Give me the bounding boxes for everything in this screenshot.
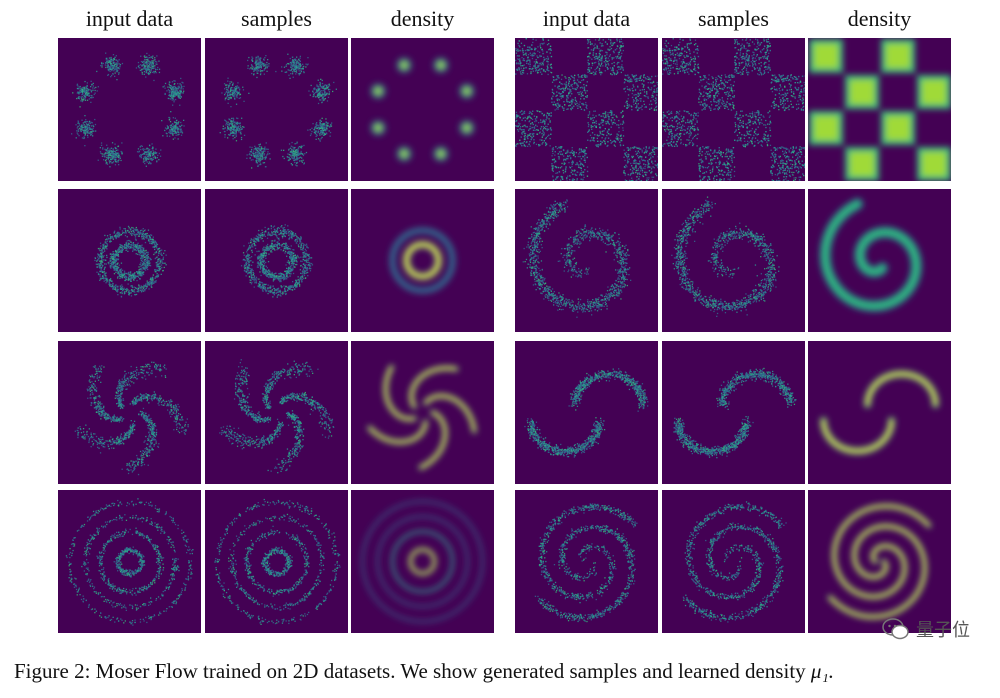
watermark-text: 量子位 <box>916 616 970 642</box>
plot-concentric-rings-samples <box>240 224 314 298</box>
plot-concentric-rings-input <box>94 225 167 298</box>
caption-text: Figure 2: Moser Flow trained on 2D datas… <box>14 659 811 683</box>
panel-moons-input <box>515 341 658 484</box>
header-left-samples: samples <box>205 4 348 34</box>
plot-pinwheel-input <box>74 361 189 476</box>
plot-double-spiral-samples <box>682 501 787 623</box>
panel-multi-rings-samples <box>205 490 348 633</box>
panel-double-spiral-input <box>515 490 658 633</box>
plot-concentric-rings-density <box>389 227 456 294</box>
panel-gaussian-ring-input <box>58 38 201 181</box>
panel-multi-rings-input <box>58 490 201 633</box>
panel-moons-density <box>808 341 951 484</box>
panel-multi-rings-density <box>351 490 494 633</box>
panel-checkerboard-density <box>808 38 951 181</box>
plot-multi-rings-input <box>65 498 194 626</box>
header-left-density: density <box>351 4 494 34</box>
plot-checkerboard-samples <box>662 38 805 181</box>
panel-pinwheel-density <box>351 341 494 484</box>
panel-checkerboard-samples <box>662 38 805 181</box>
panel-concentric-rings-input <box>58 189 201 332</box>
panel-moons-samples <box>662 341 805 484</box>
plot-double-spiral-density <box>827 503 932 620</box>
plot-spiral-input <box>522 199 632 318</box>
panel-spiral-input <box>515 189 658 332</box>
figure-caption: Figure 2: Moser Flow trained on 2D datas… <box>14 653 994 689</box>
panel-concentric-rings-density <box>351 189 494 332</box>
panel-checkerboard-input <box>515 38 658 181</box>
header-right-input: input data <box>515 4 658 34</box>
plot-moons-input <box>524 368 649 458</box>
plot-moons-density <box>820 370 939 455</box>
plot-moons-samples <box>673 367 797 459</box>
panel-concentric-rings-samples <box>205 189 348 332</box>
caption-equation: μ₁. <box>811 659 834 683</box>
panel-pinwheel-samples <box>205 341 348 484</box>
plot-pinwheel-density <box>367 364 477 470</box>
wechat-logo-icon <box>882 618 910 640</box>
header-left-input: input data <box>58 4 201 34</box>
plot-multi-rings-samples <box>214 498 341 625</box>
plot-pinwheel-samples <box>219 359 335 474</box>
panel-gaussian-ring-samples <box>205 38 348 181</box>
plot-checkerboard-input <box>515 38 658 181</box>
plot-gaussian-ring-samples <box>219 53 337 169</box>
plot-double-spiral-input <box>534 503 638 623</box>
plot-gaussian-ring-input <box>71 52 185 168</box>
plot-spiral-samples <box>671 196 780 317</box>
plot-multi-rings-density <box>361 500 484 623</box>
panel-double-spiral-samples <box>662 490 805 633</box>
plot-spiral-density <box>819 198 922 312</box>
panel-spiral-samples <box>662 189 805 332</box>
plot-checkerboard-density <box>809 39 951 181</box>
header-right-samples: samples <box>662 4 805 34</box>
plot-gaussian-ring-density <box>369 56 476 163</box>
panel-double-spiral-density <box>808 490 951 633</box>
panel-pinwheel-input <box>58 341 201 484</box>
panel-spiral-density <box>808 189 951 332</box>
watermark: 量子位 <box>882 612 992 646</box>
panel-gaussian-ring-density <box>351 38 494 181</box>
header-right-density: density <box>808 4 951 34</box>
